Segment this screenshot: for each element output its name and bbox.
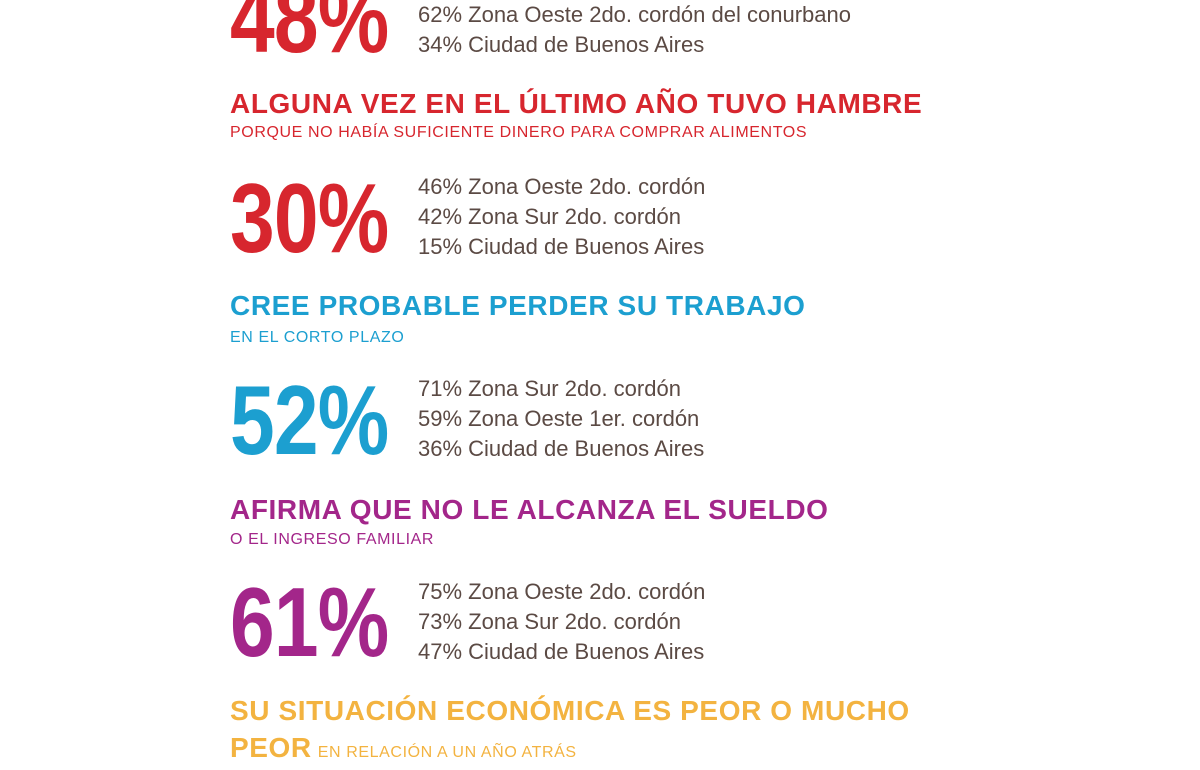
stat-detail: 36% Ciudad de Buenos Aires [418, 436, 705, 461]
stat-detail: 47% Ciudad de Buenos Aires [418, 639, 705, 664]
heading-block: SU SITUACIÓN ECONÓMICA ES PEOR O MUCHO P… [230, 696, 950, 770]
section-subheading: EN EL CORTO PLAZO [230, 329, 405, 346]
big-stat: 48% [230, 0, 389, 73]
stat-detail: 15% Ciudad de Buenos Aires [418, 234, 705, 259]
big-stat: 52% [230, 365, 389, 475]
big-stat: 61% [230, 567, 389, 677]
stat-detail: 73% Zona Sur 2do. cordón [418, 609, 681, 634]
section-heading: ALGUNA VEZ EN EL ÚLTIMO AÑO TUVO HAMBRE [230, 88, 923, 119]
section-subheading: EN RELACIÓN A UN AÑO ATRÁS [317, 744, 577, 761]
section-subheading: PORQUE NO HABÍA SUFICIENTE DINERO PARA C… [230, 124, 808, 141]
section-heading: CREE PROBABLE PERDER SU TRABAJO [230, 290, 806, 321]
stat-detail: 75% Zona Oeste 2do. cordón [418, 579, 706, 604]
stat-detail: 34% Ciudad de Buenos Aires [418, 32, 705, 57]
stat-detail: 59% Zona Oeste 1er. cordón [418, 406, 700, 431]
section-subheading: O EL INGRESO FAMILIAR [230, 531, 435, 548]
section-heading: SU SITUACIÓN ECONÓMICA ES PEOR O MUCHO P… [230, 695, 910, 763]
stat-detail: 71% Zona Sur 2do. cordón [418, 376, 681, 401]
stat-detail: 62% Zona Oeste 2do. cordón del conurbano [418, 2, 851, 27]
section-heading: AFIRMA QUE NO LE ALCANZA EL SUELDO [230, 494, 829, 525]
stat-detail: 42% Zona Sur 2do. cordón [418, 204, 681, 229]
big-stat: 30% [230, 163, 389, 273]
stat-detail: 46% Zona Oeste 2do. cordón [418, 174, 706, 199]
